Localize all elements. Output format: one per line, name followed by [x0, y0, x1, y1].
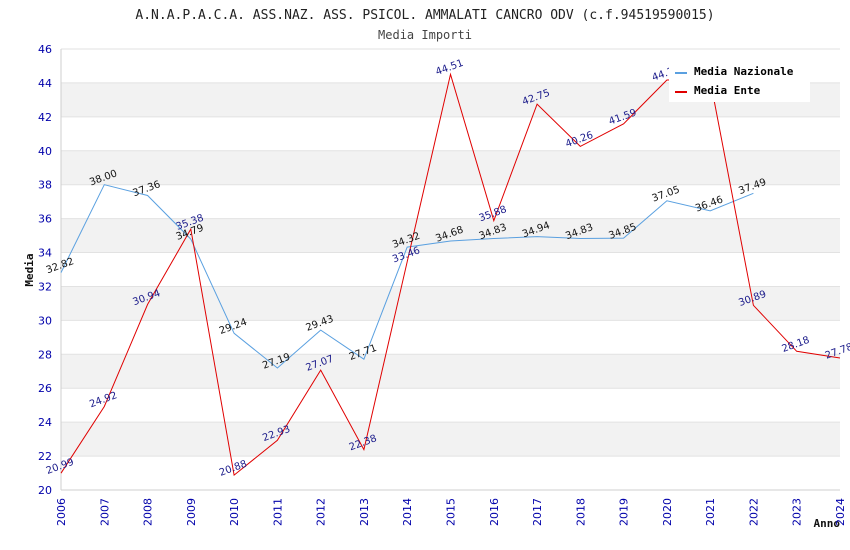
x-tick-label: 2013 — [358, 498, 371, 526]
x-tick-label: 2010 — [228, 498, 241, 526]
legend-label-ente: Media Ente — [694, 84, 761, 97]
y-tick-label: 28 — [38, 348, 52, 361]
y-tick-label: 30 — [38, 314, 52, 327]
grid-bands — [60, 48, 840, 491]
legend-box — [669, 58, 810, 102]
grid-band — [61, 150, 840, 185]
x-tick-label: 2016 — [488, 498, 501, 526]
x-tick-label: 2024 — [834, 498, 847, 526]
grid-band — [61, 354, 840, 389]
x-axis-ticks: 2006 2007 2008 2009 2010 2011 2012 2013 2014 2015… — [55, 498, 847, 526]
grid-band — [61, 422, 840, 457]
y-tick-label: 44 — [38, 77, 52, 90]
chart-title: A.N.A.P.A.C.A. ASS.NAZ. ASS. PSICOL. AMM… — [135, 8, 714, 23]
x-tick-label: 2019 — [618, 498, 631, 526]
y-tick-label: 36 — [38, 213, 52, 226]
x-tick-label: 2011 — [271, 498, 284, 526]
grid-band — [61, 456, 840, 490]
grid-band — [61, 388, 840, 423]
x-tick-label: 2007 — [98, 498, 111, 526]
grid-band — [61, 320, 840, 355]
x-tick-label: 2023 — [791, 498, 804, 526]
chart-subtitle: Media Importi — [378, 28, 472, 42]
x-tick-label: 2018 — [574, 498, 587, 526]
x-tick-label: 2009 — [185, 498, 198, 526]
y-tick-label: 40 — [38, 145, 52, 158]
grid-band — [61, 116, 840, 151]
y-tick-label: 46 — [38, 43, 52, 56]
y-tick-label: 26 — [38, 382, 52, 395]
x-tick-label: 2014 — [401, 498, 414, 526]
grid-band — [61, 252, 840, 287]
y-axis-ticks: 20 22 24 26 28 30 32 34 36 38 40 42 44 46 — [38, 43, 52, 497]
x-tick-label: 2020 — [661, 498, 674, 526]
y-tick-label: 22 — [38, 450, 52, 463]
x-tick-label: 2017 — [531, 498, 544, 526]
y-tick-label: 20 — [38, 484, 52, 497]
y-tick-label: 42 — [38, 111, 52, 124]
grid-band — [61, 286, 840, 321]
x-axis-title: Anno — [814, 517, 841, 530]
legend-label-nazionale: Media Nazionale — [694, 65, 794, 78]
x-tick-label: 2022 — [747, 498, 760, 526]
x-tick-label: 2021 — [704, 498, 717, 526]
y-tick-label: 38 — [38, 179, 52, 192]
grid-band — [61, 184, 840, 219]
x-tick-label: 2012 — [315, 498, 328, 526]
grid-band — [61, 218, 840, 253]
y-axis-title: Media — [23, 253, 36, 286]
x-tick-label: 2015 — [445, 498, 458, 526]
x-tick-label: 2008 — [142, 498, 155, 526]
legend: Media Nazionale Media Ente — [669, 58, 810, 102]
y-tick-label: 34 — [38, 247, 52, 260]
y-tick-label: 32 — [38, 280, 52, 293]
y-tick-label: 24 — [38, 416, 52, 429]
series-line-nazionale — [60, 184, 754, 369]
x-tick-label: 2006 — [55, 498, 68, 526]
